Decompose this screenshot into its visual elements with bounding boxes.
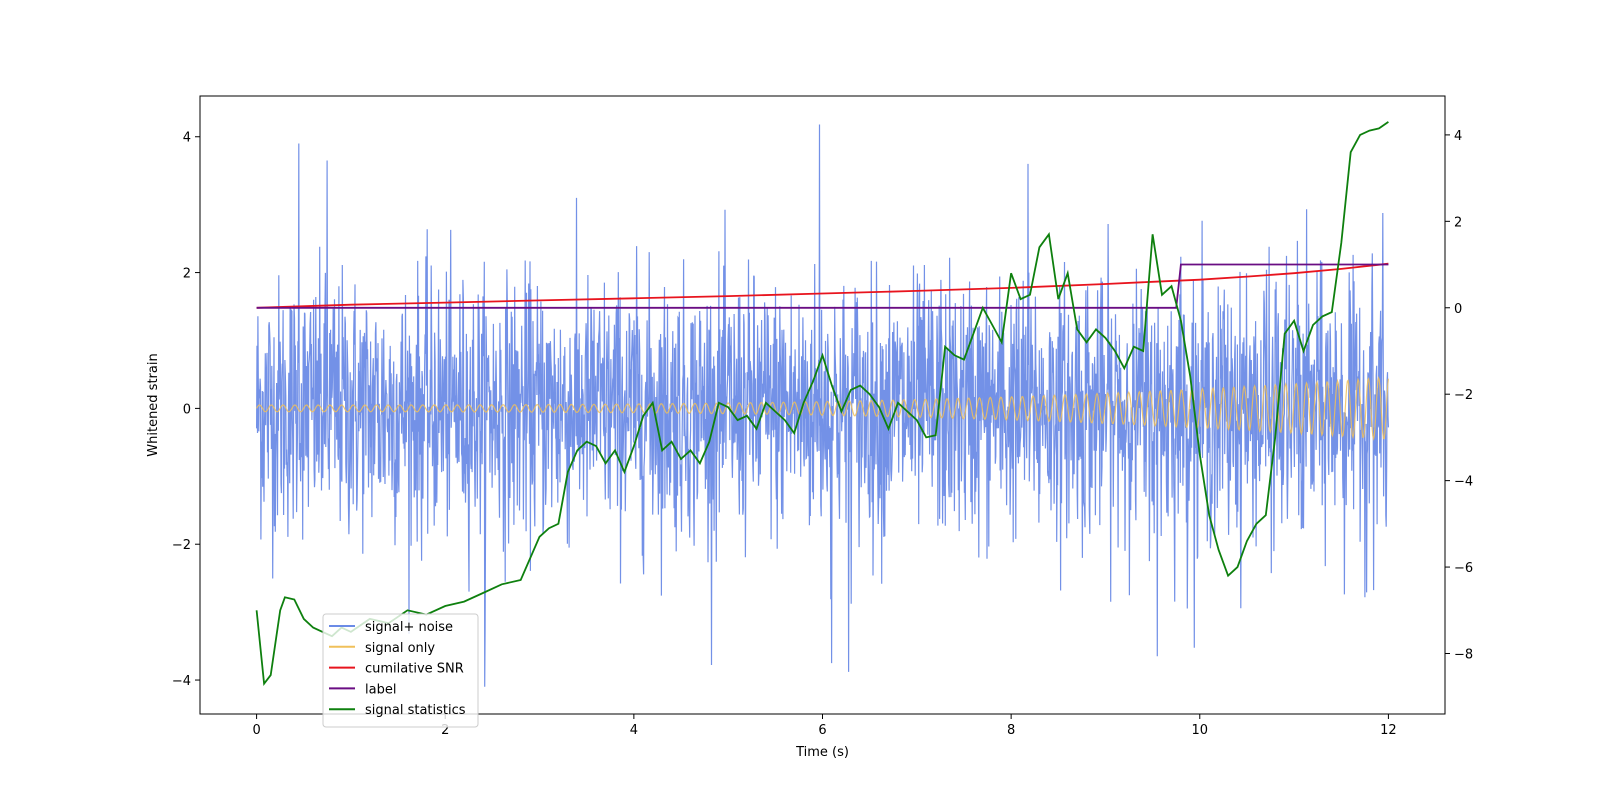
y-left-tick-label: −4 — [172, 674, 191, 689]
y-left-tick-label: −2 — [172, 538, 191, 553]
legend-item-label: label — [365, 682, 396, 697]
y-axis-label: Whitened strain — [146, 353, 161, 456]
y-right-tick-label: −8 — [1454, 647, 1473, 662]
y-right-tick-label: −6 — [1454, 561, 1473, 576]
y-right-tick-label: −4 — [1454, 475, 1473, 490]
series-signal-statistics-line — [255, 121, 1389, 687]
legend-item-label: signal+ noise — [365, 620, 453, 635]
y-right-tick-label: 0 — [1454, 302, 1462, 317]
y-left-tick-label: 2 — [183, 267, 191, 282]
x-tick-label: 2 — [441, 723, 449, 738]
x-tick-label: 12 — [1380, 723, 1397, 738]
x-tick-label: 0 — [252, 723, 260, 738]
y-right-tick-label: −2 — [1454, 388, 1473, 403]
legend-item-label: signal only — [365, 641, 435, 656]
y-left-tick-label: 0 — [183, 402, 191, 417]
legend-item-label: cumilative SNR — [365, 662, 464, 677]
legend: signal+ noise signal only cumilative SNR la… — [322, 613, 479, 728]
x-tick-label: 10 — [1191, 723, 1208, 738]
x-axis-label: Time (s) — [795, 745, 849, 760]
legend-box — [322, 613, 479, 728]
y-right-tick-label: 4 — [1454, 129, 1462, 144]
series-signal-noise-line — [256, 124, 1389, 687]
y-right-tick-label: 2 — [1454, 215, 1462, 230]
x-tick-label: 6 — [818, 723, 826, 738]
x-tick-label: 8 — [1007, 723, 1015, 738]
series-cumulative-snr-line — [256, 262, 1389, 309]
plot-area — [255, 121, 1389, 687]
axes: 0 2 4 6 8 10 12 −4 −2 0 2 4 −8 −6 −4 −2 0 2 4 — [172, 95, 1473, 738]
x-tick-label: 4 — [630, 723, 638, 738]
series-signal-only-line — [256, 376, 1389, 441]
y-left-tick-label: 4 — [183, 131, 191, 146]
series-label-line — [256, 263, 1389, 309]
legend-item-label: signal statistics — [365, 703, 466, 718]
